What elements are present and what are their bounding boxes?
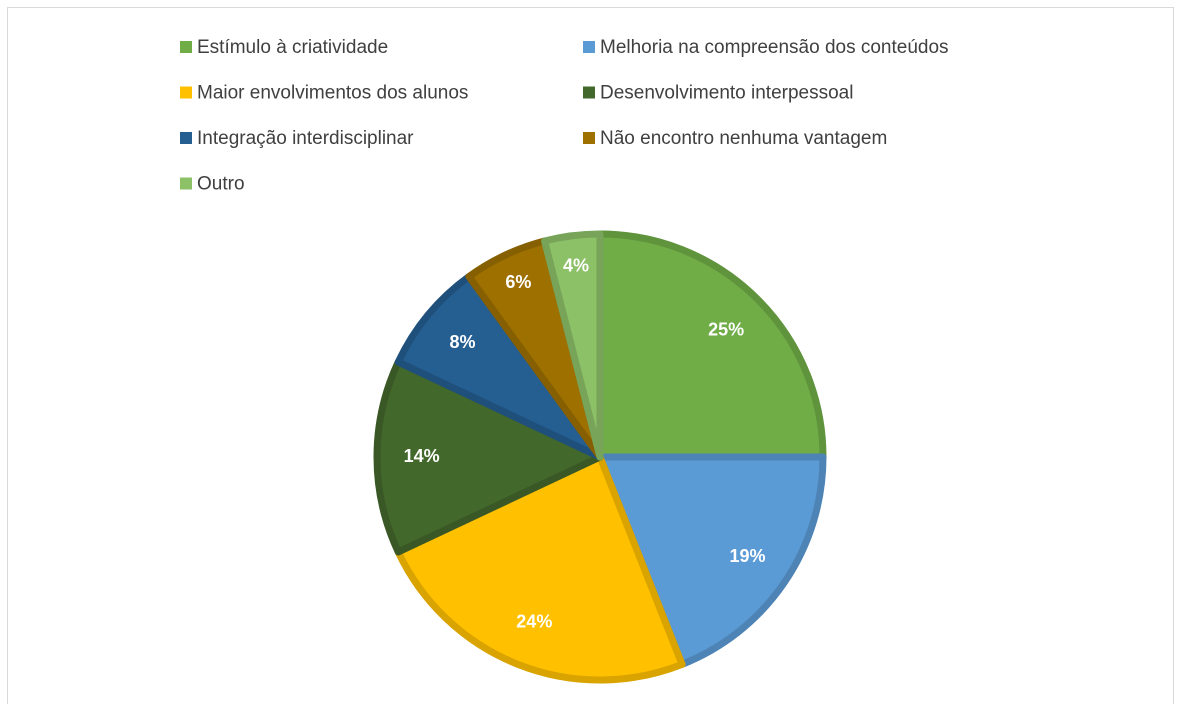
data-label: 24% <box>516 612 552 632</box>
legend-label: Estímulo à criatividade <box>197 37 388 58</box>
legend-label: Maior envolvimentos dos alunos <box>197 83 468 104</box>
legend-swatch <box>583 132 595 144</box>
data-label: 19% <box>730 546 766 566</box>
pie-slice <box>394 273 604 461</box>
legend-swatch <box>180 41 192 53</box>
pie-slice <box>596 230 827 461</box>
legend-swatch <box>180 86 192 99</box>
pie-slice <box>373 358 604 556</box>
legend-swatch <box>583 41 595 53</box>
data-label: 25% <box>708 320 744 340</box>
legend-label: Não encontro nenhuma vantagem <box>600 128 887 149</box>
legend-label: Melhoria na compreensão dos conteúdos <box>600 37 949 58</box>
data-label: 14% <box>404 446 440 466</box>
legend-swatch <box>180 177 192 190</box>
legend-label: Outro <box>197 174 245 195</box>
legend-label: Integração interdisciplinar <box>197 128 414 149</box>
pie-slice <box>596 453 827 668</box>
data-label: 6% <box>505 272 531 292</box>
pie-slice <box>394 453 686 684</box>
legend-swatch <box>583 86 595 99</box>
pie-slice <box>541 230 604 461</box>
legend-label: Desenvolvimento interpessoal <box>600 83 853 104</box>
data-label: 4% <box>563 255 589 275</box>
chart-border <box>7 7 1174 704</box>
data-label: 8% <box>450 332 476 352</box>
legend-swatch <box>180 132 192 144</box>
